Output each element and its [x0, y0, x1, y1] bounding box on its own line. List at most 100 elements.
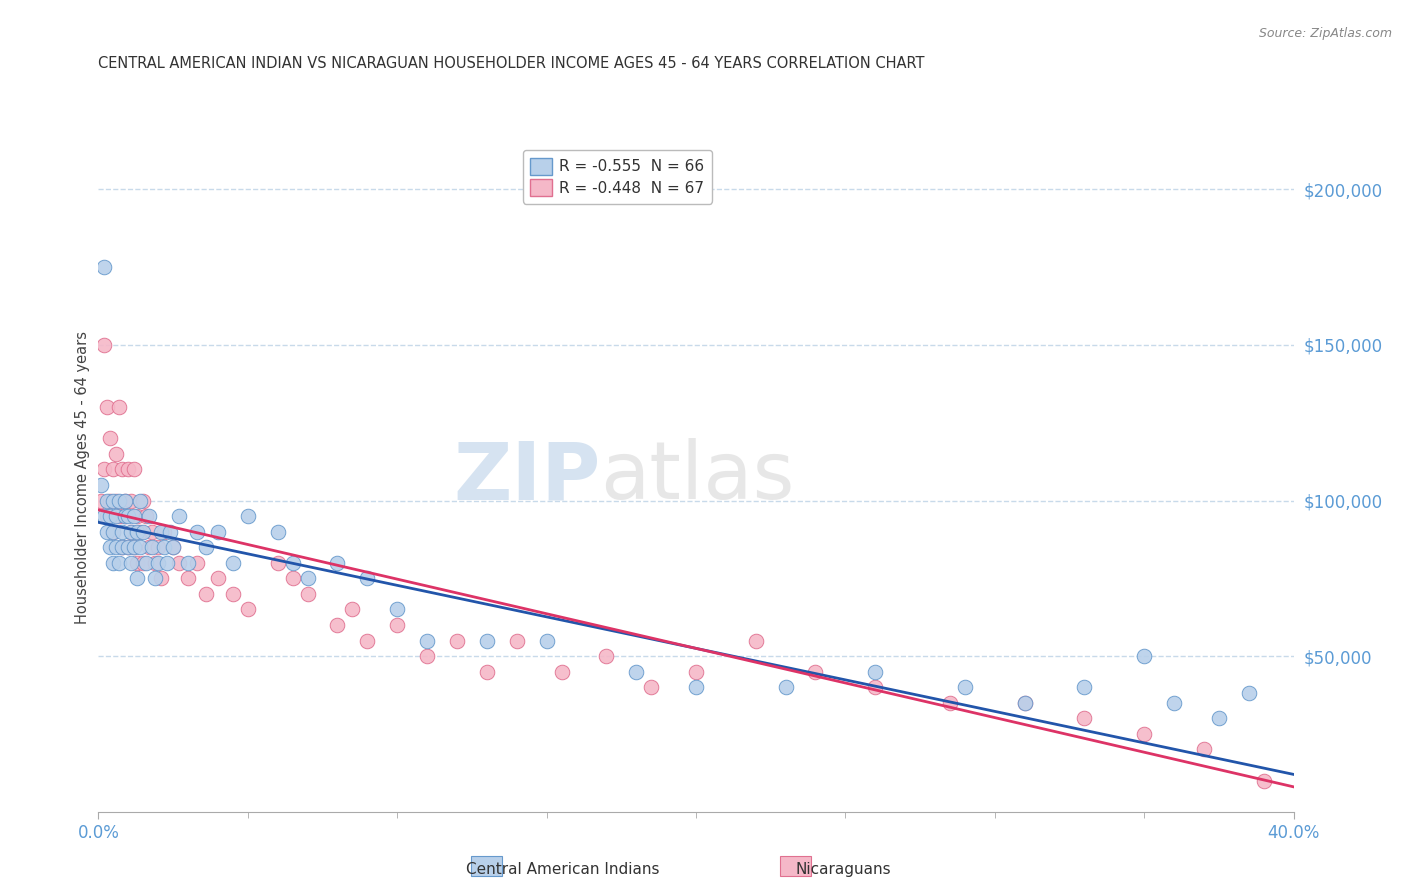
Point	[120, 556, 142, 570]
Point	[111, 462, 134, 476]
Point	[236, 602, 259, 616]
Point	[105, 540, 128, 554]
Point	[105, 509, 128, 524]
Point	[865, 665, 887, 679]
Point	[186, 524, 208, 539]
Point	[114, 509, 136, 524]
Point	[143, 571, 166, 585]
Point	[103, 493, 125, 508]
Point	[98, 493, 122, 508]
Point	[685, 665, 707, 679]
Point	[1073, 711, 1095, 725]
Point	[111, 540, 134, 554]
Point	[108, 401, 131, 415]
Point	[120, 493, 142, 508]
Point	[167, 509, 190, 524]
Point	[93, 338, 115, 352]
Point	[124, 462, 146, 476]
Point	[132, 524, 155, 539]
Bar	[471, 856, 502, 876]
Point	[1208, 711, 1230, 725]
Point	[153, 540, 176, 554]
Point	[939, 696, 962, 710]
Point	[108, 556, 131, 570]
Point	[475, 665, 498, 679]
Point	[127, 524, 149, 539]
Point	[120, 524, 142, 539]
Point	[236, 509, 259, 524]
Point	[129, 493, 152, 508]
Point	[98, 431, 122, 445]
Point	[281, 571, 304, 585]
Point	[297, 571, 319, 585]
Point	[162, 540, 184, 554]
Point	[150, 524, 173, 539]
Point	[141, 524, 163, 539]
Point	[132, 556, 155, 570]
Point	[138, 509, 160, 524]
Point	[114, 493, 136, 508]
Point	[416, 633, 439, 648]
Point	[117, 509, 139, 524]
Point	[93, 462, 115, 476]
Point	[129, 540, 152, 554]
Point	[446, 633, 468, 648]
Point	[111, 540, 134, 554]
Point	[186, 556, 208, 570]
Point	[103, 524, 125, 539]
Point	[194, 540, 218, 554]
Point	[342, 602, 364, 616]
Point	[177, 556, 200, 570]
Point	[96, 493, 118, 508]
Point	[111, 524, 134, 539]
Point	[124, 509, 146, 524]
Point	[114, 493, 136, 508]
Point	[156, 556, 179, 570]
Point	[536, 633, 558, 648]
Point	[98, 540, 122, 554]
Point	[475, 633, 498, 648]
Point	[385, 602, 409, 616]
Point	[132, 493, 155, 508]
Point	[953, 680, 976, 694]
Point	[103, 556, 125, 570]
Point	[150, 571, 173, 585]
Point	[595, 649, 617, 664]
Point	[159, 524, 181, 539]
Point	[775, 680, 797, 694]
Point	[117, 540, 139, 554]
Point	[105, 493, 128, 508]
Point	[416, 649, 439, 664]
Point	[153, 524, 176, 539]
Point	[135, 556, 157, 570]
Point	[93, 260, 115, 275]
Point	[745, 633, 768, 648]
Point	[90, 478, 112, 492]
Text: Source: ZipAtlas.com: Source: ZipAtlas.com	[1258, 27, 1392, 40]
Point	[356, 633, 378, 648]
Point	[267, 556, 290, 570]
Point	[1192, 742, 1215, 756]
Y-axis label: Householder Income Ages 45 - 64 years: Householder Income Ages 45 - 64 years	[75, 331, 90, 624]
Point	[98, 509, 122, 524]
Point	[326, 556, 349, 570]
Point	[103, 524, 125, 539]
Point	[117, 462, 139, 476]
Point	[162, 540, 184, 554]
Bar	[780, 856, 811, 876]
Point	[90, 493, 112, 508]
Point	[804, 665, 827, 679]
Point	[117, 540, 139, 554]
Point	[141, 540, 163, 554]
Point	[1253, 773, 1275, 788]
Text: atlas: atlas	[600, 438, 794, 516]
Point	[640, 680, 662, 694]
Point	[167, 556, 190, 570]
Point	[385, 618, 409, 632]
Point	[685, 680, 707, 694]
Point	[124, 540, 146, 554]
Point	[148, 540, 170, 554]
Text: Central American Indians: Central American Indians	[465, 863, 659, 877]
Point	[207, 571, 229, 585]
Point	[1133, 649, 1156, 664]
